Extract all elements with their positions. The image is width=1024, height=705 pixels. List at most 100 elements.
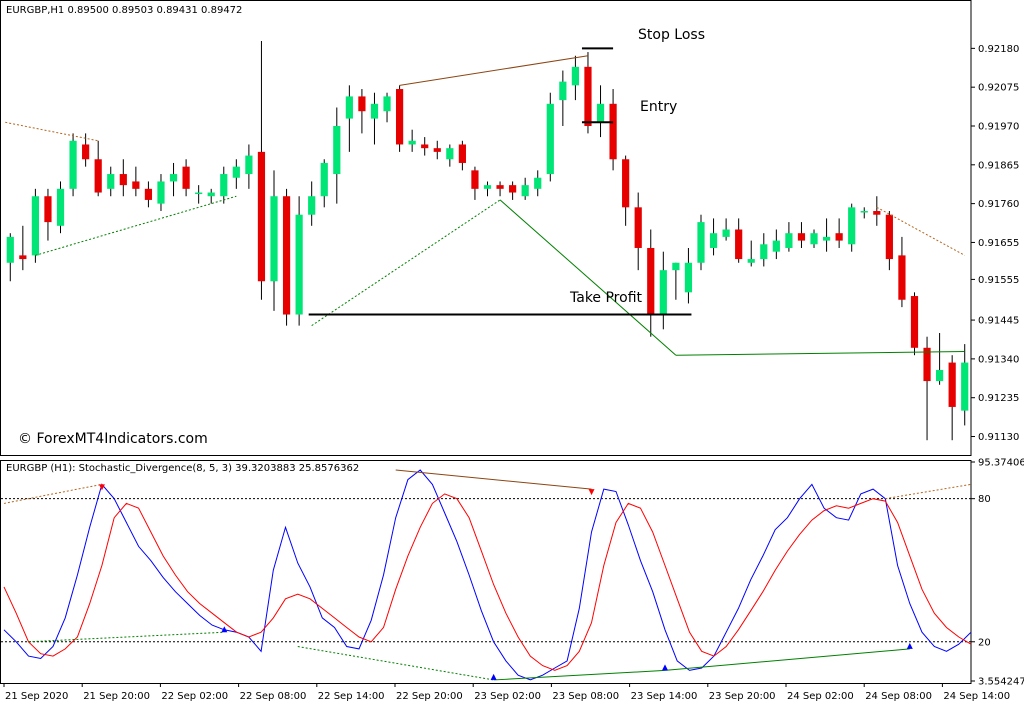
candle [195, 185, 203, 204]
candle [107, 166, 115, 197]
candle-body [6, 236, 14, 263]
candle [697, 214, 705, 271]
candle-body [44, 196, 52, 223]
candle [822, 218, 831, 252]
candle [308, 181, 316, 226]
candle [56, 181, 65, 234]
candle-body [333, 125, 341, 175]
candle [747, 240, 755, 267]
indicator-bearish-divergence [395, 469, 592, 490]
bullish-divergence-line [311, 199, 501, 327]
candle [169, 162, 178, 197]
candle [458, 140, 466, 171]
candle-body [885, 214, 893, 260]
candle [232, 159, 240, 189]
candle-body [107, 174, 115, 189]
candle-body [157, 181, 165, 204]
candle [144, 181, 153, 208]
candle-body [31, 196, 39, 256]
main-line [3, 469, 972, 681]
price-tick-label: 0.91340 [978, 354, 1019, 365]
indicator-tick-label: 95.374062 [978, 458, 1024, 469]
candle-body [509, 185, 517, 193]
candle [873, 196, 881, 226]
bearish-divergence-line [399, 55, 589, 86]
price-tick-label: 0.92180 [978, 44, 1019, 55]
candle [370, 92, 379, 145]
bullish-divergence-line [499, 199, 677, 356]
candle-body [358, 96, 366, 112]
candle-body [596, 103, 605, 123]
candle-body [446, 148, 454, 160]
candle [446, 144, 454, 167]
candle [119, 159, 127, 197]
candle-body [56, 188, 65, 226]
candle-body [94, 159, 102, 193]
candle [571, 55, 580, 101]
time-tick-label: 24 Sep 14:00 [943, 691, 1010, 702]
candle-body [19, 255, 27, 260]
time-tick-label: 22 Sep 02:00 [161, 691, 228, 702]
price-panel [0, 0, 972, 456]
candle-body [144, 188, 153, 200]
candle [722, 218, 730, 241]
candle [634, 192, 642, 271]
candle [609, 89, 617, 171]
candle-body [320, 162, 328, 197]
candle-body [383, 96, 391, 112]
indicator-bullish-divergence [493, 669, 666, 681]
candle-body [559, 81, 567, 101]
time-tick-label: 23 Sep 20:00 [709, 691, 776, 702]
candle-body [772, 240, 780, 252]
candle [207, 188, 215, 204]
price-divergence-lines [5, 47, 965, 356]
candle [647, 229, 655, 337]
candle [885, 211, 893, 271]
candle-body [69, 140, 77, 189]
candle-body [910, 296, 919, 348]
candle [358, 89, 366, 134]
candle-body [458, 144, 466, 163]
time-tick-label: 22 Sep 08:00 [240, 691, 307, 702]
time-tick-label: 21 Sep 2020 [5, 691, 68, 702]
candle-body [709, 233, 718, 248]
stop-loss-label: Stop Loss [638, 27, 705, 43]
candle [320, 159, 328, 208]
candle-body [433, 148, 441, 152]
candle-body [345, 96, 353, 119]
candle [910, 292, 919, 356]
indicator-bullish-divergence [28, 631, 225, 643]
candle [295, 196, 303, 326]
time-tick-label: 22 Sep 20:00 [396, 691, 463, 702]
entry-label: Entry [640, 99, 677, 115]
indicator-bearish-divergence [3, 483, 103, 504]
candle [94, 140, 102, 197]
take-profit-label: Take Profit [569, 290, 643, 306]
candle [421, 137, 429, 156]
bullish-arrow [221, 626, 228, 633]
candle-body [245, 155, 253, 175]
candle-body [659, 270, 667, 315]
candle [44, 188, 52, 241]
candle [923, 336, 931, 441]
candle [270, 170, 278, 311]
candle [496, 181, 504, 197]
candle-body [760, 244, 768, 260]
candle [596, 85, 605, 138]
candle [672, 262, 680, 300]
candle-body [370, 103, 379, 119]
candle-body [232, 166, 240, 178]
candle [709, 218, 718, 256]
indicator-panel-border [0, 460, 972, 684]
candle [521, 177, 529, 200]
candle [860, 207, 868, 219]
indicator-bullish-divergence [664, 648, 910, 671]
candle-body [822, 236, 831, 241]
candle [383, 92, 391, 123]
candle-body [936, 369, 944, 382]
time-tick-label: 23 Sep 14:00 [631, 691, 698, 702]
candle [433, 140, 441, 160]
indicator-tick-label: 80 [978, 494, 991, 505]
candle-body [534, 177, 542, 189]
time-tick-label: 24 Sep 02:00 [787, 691, 854, 702]
